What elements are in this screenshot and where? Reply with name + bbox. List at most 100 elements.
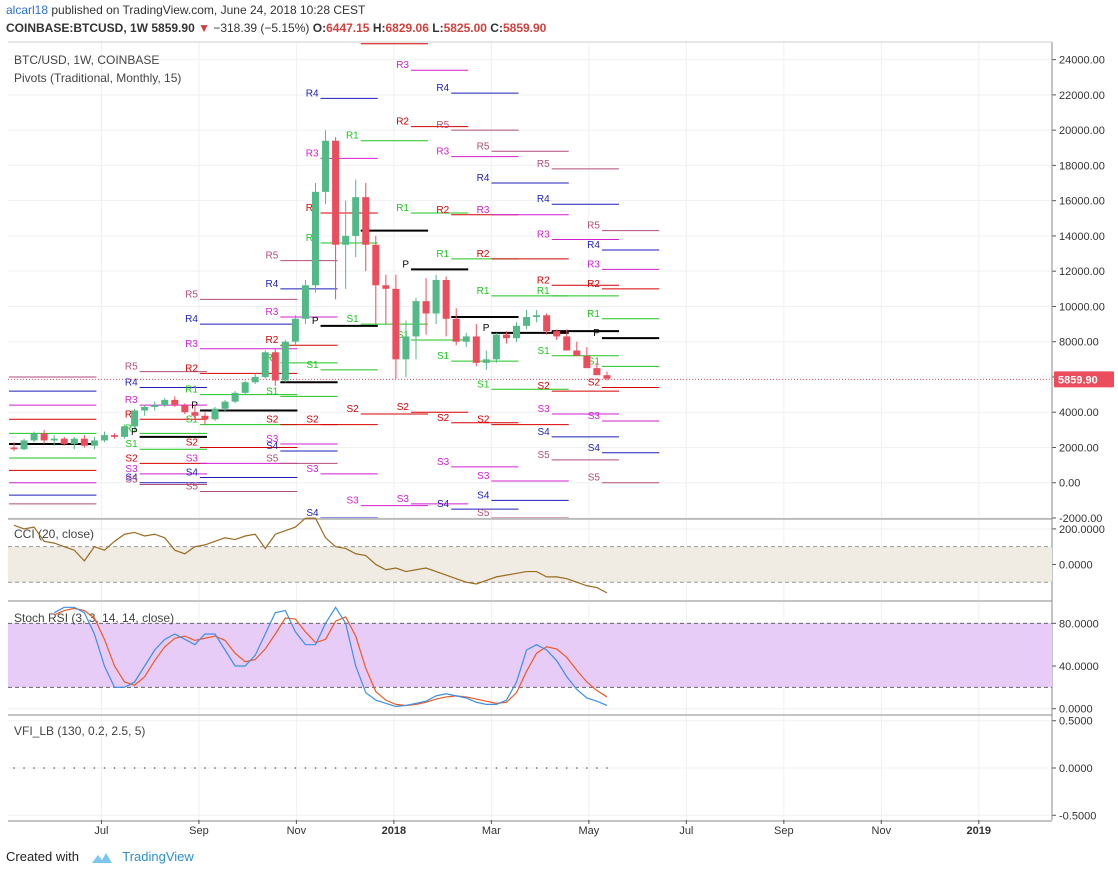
candle-body — [372, 244, 380, 286]
pivot-P-label: P — [593, 328, 600, 339]
y-tick-label: 4000.00 — [1059, 407, 1099, 419]
pivot-S2-label: S2 — [588, 378, 601, 389]
y-tick-label: 0.00 — [1059, 478, 1080, 490]
pivot-S5-label: S5 — [537, 450, 550, 461]
vfi-point — [435, 767, 437, 769]
pivot-S4-label: S4 — [186, 467, 199, 478]
pivot-R4-label: R4 — [537, 194, 550, 205]
ohlc-low: L:5825.00 — [432, 21, 487, 35]
x-tick-label: Nov — [287, 825, 307, 837]
vfi-point — [425, 767, 427, 769]
vfi-point — [43, 767, 45, 769]
pivot-S3-label: S3 — [588, 411, 601, 422]
pivot-S3-label: S3 — [0, 473, 7, 484]
vfi-point — [475, 767, 478, 769]
pivot-R3-label: R3 — [587, 259, 600, 270]
pivot-S5-label: S5 — [125, 475, 138, 486]
stoch-k-line — [53, 606, 608, 708]
vfi-point — [314, 767, 317, 769]
down-arrow-icon: ▼ — [198, 21, 210, 35]
pivot-R2-label: R2 — [266, 335, 279, 346]
vfi-point — [495, 767, 498, 769]
pivot-R5-label: R5 — [0, 367, 7, 378]
pivot-S1-label: S1 — [266, 386, 279, 397]
pivot-R4-label: R4 — [587, 240, 600, 251]
candle-body — [291, 318, 299, 342]
vfi-point — [103, 767, 106, 769]
vfi-point — [113, 767, 116, 769]
pivot-R2-label: R2 — [396, 117, 409, 128]
vfi-point — [153, 767, 156, 769]
vfi-point — [224, 767, 226, 769]
vfi-point — [123, 767, 126, 769]
pivot-R5-label: R5 — [537, 159, 550, 170]
ohlc-close: C:5859.90 — [490, 21, 547, 35]
y-tick-label: -0.5000 — [1059, 810, 1096, 822]
pivot-P-label: P — [483, 323, 490, 334]
pivot-R4-label: R4 — [306, 88, 319, 99]
y-tick-label: 0.0000 — [1059, 704, 1093, 716]
candle-body — [593, 368, 601, 376]
pivot-R5-label: R5 — [266, 251, 279, 262]
candle-body — [533, 315, 541, 318]
pivot-R1-label: R1 — [185, 385, 198, 396]
candle-body — [10, 447, 18, 450]
pivot-R4-label: R4 — [0, 381, 7, 392]
candle-body — [261, 352, 269, 377]
y-tick-label: 24000.00 — [1059, 55, 1105, 67]
pivot-R3-label: R3 — [125, 395, 138, 406]
pivot-S2-label: S2 — [397, 402, 410, 413]
vfi-point — [545, 767, 548, 769]
tradingview-link[interactable]: TradingView — [122, 849, 194, 864]
pivot-R4-label: R4 — [436, 83, 449, 94]
candle-body — [603, 375, 611, 379]
pivot-S2-label: S2 — [437, 413, 450, 424]
y-tick-label: 18000.00 — [1059, 160, 1105, 172]
pivot-S3-label: S3 — [266, 434, 279, 445]
vfi-point — [274, 767, 277, 769]
pivot-S5-label: S5 — [266, 453, 279, 464]
current-price: 5859.90 — [151, 21, 195, 35]
candle-body — [482, 359, 490, 363]
y-tick-label: 14000.00 — [1059, 231, 1105, 243]
pivot-S5-label: S5 — [186, 482, 199, 493]
vfi-point — [33, 767, 35, 769]
pivot-S3-label: S3 — [347, 496, 360, 507]
stoch-d-line — [53, 607, 608, 707]
vfi-point — [415, 767, 417, 769]
vfi-point — [525, 767, 528, 769]
candle-body — [332, 140, 340, 245]
pivot-S2-label: S2 — [266, 415, 279, 426]
pivot-P-label: P — [312, 316, 319, 327]
y-tick-label: 0.5000 — [1059, 716, 1093, 728]
vfi-point — [184, 767, 186, 769]
vfi-point — [204, 767, 206, 769]
x-tick-label: 2019 — [967, 825, 991, 837]
y-tick-label: 0.0000 — [1059, 559, 1093, 571]
pivot-S1-label: S1 — [347, 314, 360, 325]
candle-body — [70, 438, 78, 444]
publish-info: alcarl18 published on TradingView.com, J… — [6, 3, 365, 17]
x-tick-label: Sep — [189, 825, 209, 837]
pivot-S4-label: S4 — [266, 441, 279, 452]
candle-body — [502, 334, 510, 339]
vfi-point — [606, 767, 608, 769]
candle-body — [432, 280, 440, 314]
vfi-point — [63, 767, 66, 769]
pivot-R3-label: R3 — [396, 60, 409, 71]
vfi-point — [555, 767, 558, 769]
x-tick-label: Sep — [774, 825, 794, 837]
pivot-S2-label: S2 — [0, 460, 7, 471]
ohlc-open: O:6447.15 — [312, 21, 370, 35]
vfi-point — [133, 767, 136, 769]
candle-body — [573, 350, 581, 356]
vfi-point — [324, 767, 327, 769]
author-link[interactable]: alcarl18 — [6, 3, 49, 17]
ohlc-high: H:6829.06 — [372, 21, 429, 35]
y-tick-label: 8000.00 — [1059, 337, 1099, 349]
candle-body — [563, 336, 571, 351]
candle-body — [543, 315, 551, 332]
pivot-S1-label: S1 — [477, 379, 490, 390]
pivot-R5-label: R5 — [477, 141, 490, 152]
